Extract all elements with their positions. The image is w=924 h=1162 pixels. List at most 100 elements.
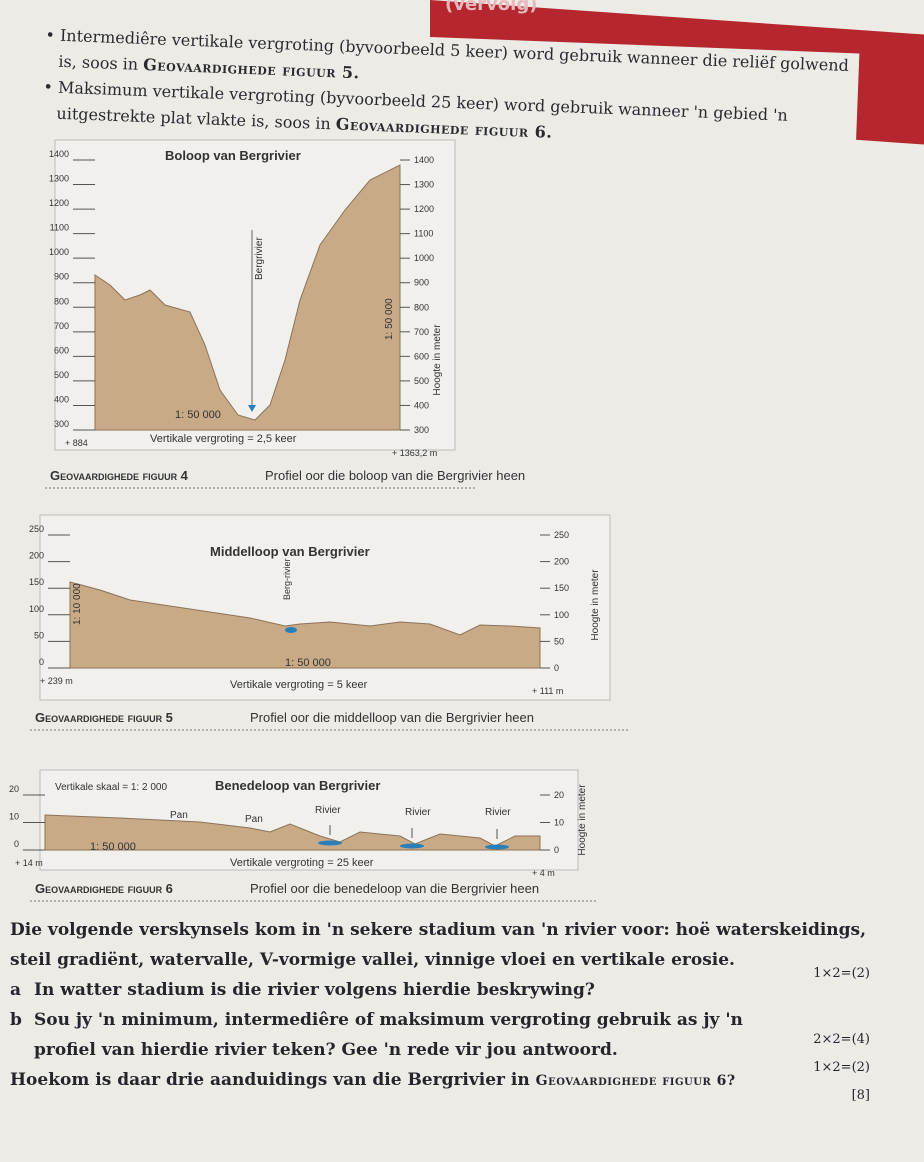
tick-label: 1200 xyxy=(49,198,69,208)
river-marker xyxy=(400,843,424,849)
point-label: + 884 xyxy=(65,438,88,448)
river-marker xyxy=(485,844,509,850)
question-letter: a xyxy=(10,980,22,1000)
terrain xyxy=(44,814,541,851)
question-marks: 2×2=(4) xyxy=(813,1032,870,1047)
tick-label: 1300 xyxy=(414,180,434,190)
tick-label: 900 xyxy=(54,272,69,282)
tick-label: 1100 xyxy=(50,223,69,233)
caption-label: Geovaardighede figuur 6 xyxy=(35,881,173,896)
continued-label: (vervolg) xyxy=(445,0,538,15)
tick-label: 1400 xyxy=(414,155,434,165)
figure-title: Benedeloop van Bergrivier xyxy=(215,778,380,793)
tick-label: 500 xyxy=(54,370,69,380)
terrain xyxy=(94,164,401,431)
tick-label: 300 xyxy=(54,419,69,429)
tick-label: 900 xyxy=(414,278,429,288)
caption-text: Profiel oor die boloop van die Bergrivie… xyxy=(265,468,525,483)
caption-label: Geovaardighede figuur 5 xyxy=(35,710,173,725)
axis-label: Hoogte in meter xyxy=(432,324,443,396)
caption-label: Geovaardighede figuur 4 xyxy=(50,468,189,483)
question-text: Hoekom is daar drie aanduidings van die … xyxy=(10,1070,530,1090)
tick-label: 800 xyxy=(414,302,429,312)
tick-label: 100 xyxy=(554,610,569,620)
point-label: + 239 m xyxy=(40,676,73,686)
exaggeration: Vertikale vergroting = 2,5 keer xyxy=(150,433,297,445)
feature-label: Pan xyxy=(170,810,188,821)
figure-title: Boloop van Bergrivier xyxy=(165,148,301,163)
tick-label: 250 xyxy=(554,530,569,540)
point-label: + 14 m xyxy=(15,858,43,868)
terrain xyxy=(69,581,541,669)
tick-label: 0 xyxy=(14,839,19,849)
tick-label: 50 xyxy=(554,636,564,646)
scale: 1: 50 000 xyxy=(285,657,331,669)
feature-label: Pan xyxy=(245,814,263,825)
tick-label: 20 xyxy=(9,784,19,794)
question: c Hoekom is daar drie aanduidings van di… xyxy=(10,1060,890,1103)
feature-label: Rivier xyxy=(485,807,511,818)
axis-label: Hoogte in meter xyxy=(590,569,601,641)
figures: 1400130012001100100090080070060050040030… xyxy=(9,139,630,902)
tick-label: 800 xyxy=(54,296,69,306)
river-label: Berg-rivier xyxy=(282,558,292,600)
question: b Sou jy 'n minimum, intermediêre of mak… xyxy=(10,1005,890,1065)
tick-label: 10 xyxy=(9,812,19,822)
tick-label: 1400 xyxy=(49,149,69,159)
tick-label: 200 xyxy=(29,551,44,561)
tick-label: 400 xyxy=(54,394,69,404)
tick-label: 0 xyxy=(554,845,559,855)
tick-label: 400 xyxy=(414,400,429,410)
figure-title: Middelloop van Bergrivier xyxy=(210,544,370,559)
scale: 1: 50 000 xyxy=(175,409,221,421)
river-label: Bergrivier xyxy=(254,237,265,280)
question-letter: b xyxy=(10,1010,22,1030)
question-marks: 1×2=(2) xyxy=(813,1060,870,1075)
tick-label: 700 xyxy=(54,321,69,331)
point-label: + 4 m xyxy=(532,868,555,878)
exaggeration: Vertikale vergroting = 5 keer xyxy=(230,679,368,691)
scale: Vertikale skaal = 1: 2 000 xyxy=(55,782,167,793)
caption-text: Profiel oor die middelloop van die Bergr… xyxy=(250,710,534,725)
tick-label: 1300 xyxy=(49,174,69,184)
point-label: + 1363,2 m xyxy=(392,448,437,458)
tick-label: 600 xyxy=(414,351,429,361)
tick-label: 150 xyxy=(554,583,569,593)
question-text: Sou jy 'n minimum, intermediêre of maksi… xyxy=(34,1010,743,1060)
tick-label: 200 xyxy=(554,557,569,567)
axis-label: Hoogte in meter xyxy=(577,784,588,856)
tick-label: 20 xyxy=(554,790,564,800)
intro: Die volgende verskynsels kom in 'n seker… xyxy=(10,920,867,970)
tick-label: 100 xyxy=(29,604,44,614)
question-marks: 1×2=(2) xyxy=(813,966,870,981)
exaggeration: Vertikale vergroting = 25 keer xyxy=(230,857,374,869)
tick-label: 150 xyxy=(29,577,44,587)
question: a In watter stadium is die rivier volgen… xyxy=(10,966,890,1005)
figure-ref: Geovaardighede figuur 6? xyxy=(535,1073,736,1089)
figure-frame xyxy=(39,514,611,701)
questions: Die volgende verskynsels kom in 'n seker… xyxy=(10,915,890,1103)
scale: 1: 50 000 xyxy=(90,841,136,853)
tick-label: 1000 xyxy=(414,253,434,263)
tick-label: 1200 xyxy=(414,204,434,214)
point-label: + 111 m xyxy=(532,686,563,696)
tick-label: 500 xyxy=(414,376,429,386)
caption-text: Profiel oor die benedeloop van die Bergr… xyxy=(250,881,539,896)
tick-label: 50 xyxy=(34,630,44,640)
tick-label: 700 xyxy=(414,327,429,337)
scale: 1: 50 000 xyxy=(384,298,395,340)
total-marks: [8] xyxy=(851,1088,870,1103)
tick-label: 10 xyxy=(554,818,564,828)
river-marker xyxy=(318,840,342,846)
tick-label: 1000 xyxy=(49,247,69,257)
feature-label: Rivier xyxy=(405,807,431,818)
river-marker xyxy=(248,405,256,412)
scale: 1: 10 000 xyxy=(72,583,83,625)
feature-label: Rivier xyxy=(315,805,341,816)
tick-label: 250 xyxy=(29,524,44,534)
tick-label: 0 xyxy=(39,657,44,667)
river-marker xyxy=(285,627,297,633)
tick-label: 1100 xyxy=(414,229,433,239)
tick-label: 600 xyxy=(54,345,69,355)
